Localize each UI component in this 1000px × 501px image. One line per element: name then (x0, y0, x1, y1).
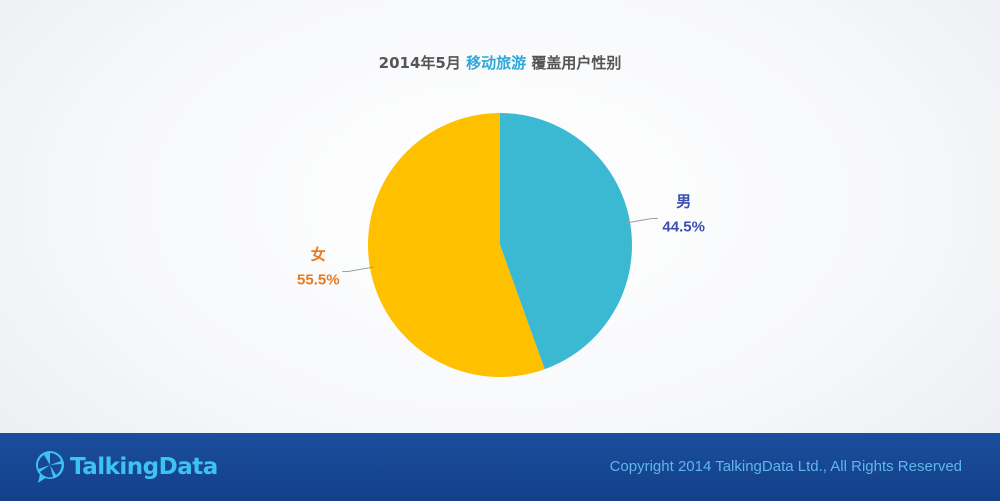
title-category: 移动旅游 (466, 54, 527, 72)
footer-bar: TalkingData Copyright 2014 TalkingData L… (0, 433, 1000, 501)
slice-label-2: 女 (311, 245, 326, 263)
slice-value-2: 55.5% (297, 271, 340, 288)
pie-slice-2 (368, 113, 545, 377)
title-date: 2014年5月 (378, 54, 467, 72)
copyright-text: Copyright 2014 TalkingData Ltd., All Rig… (609, 458, 962, 475)
company-logo: TalkingData (34, 449, 218, 485)
title-subject: 覆盖用户性别 (526, 54, 622, 72)
logo-text: TalkingData (70, 454, 218, 480)
pie-slice-1 (500, 113, 633, 370)
leader-line-2 (342, 266, 374, 272)
slice-value-1: 44.5% (662, 219, 705, 236)
leader-line-1 (626, 218, 658, 224)
talkingdata-logo-icon (36, 451, 64, 483)
slice-label-1: 男 (676, 193, 691, 211)
pie-chart: 男 44.5% 女 55.5% (297, 113, 705, 377)
chart-title: 2014年5月 移动旅游 覆盖用户性别 (0, 52, 1000, 73)
